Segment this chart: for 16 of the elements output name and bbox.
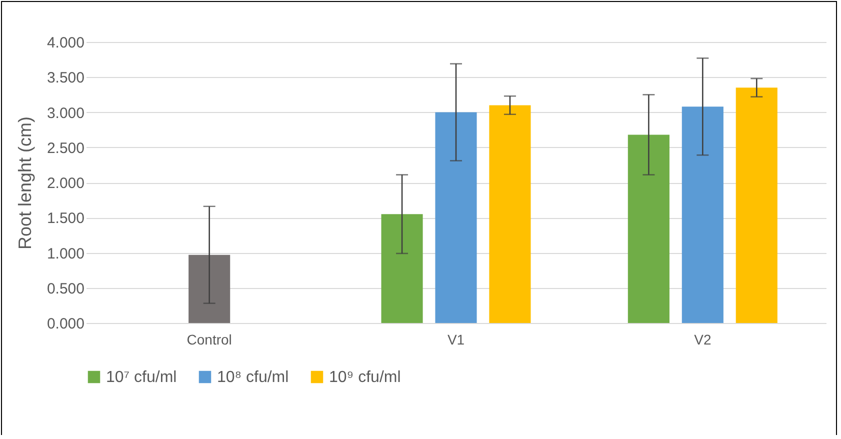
y-tick-label: 1.000 <box>46 245 84 262</box>
y-tick-label: 2.000 <box>46 175 84 192</box>
x-tick-label: Control <box>186 332 232 348</box>
y-axis-title: Root lenght (cm) <box>14 116 35 250</box>
y-tick-label: 3.500 <box>46 70 84 87</box>
legend-label: 10⁸ cfu/ml <box>217 369 289 386</box>
legend-label: 10⁷ cfu/ml <box>106 369 177 386</box>
y-tick-label: 1.500 <box>46 210 84 228</box>
y-tick-label: 2.500 <box>46 140 84 157</box>
x-tick-label: V1 <box>447 332 465 348</box>
y-tick-label: 4.000 <box>46 34 84 52</box>
x-tick-label: V2 <box>694 332 712 348</box>
legend-label: 10⁹ cfu/ml <box>329 369 401 386</box>
y-tick-label: 3.000 <box>46 104 84 122</box>
y-tick-label: 0.500 <box>46 280 84 298</box>
y-tick-label: 0.000 <box>46 316 84 332</box>
